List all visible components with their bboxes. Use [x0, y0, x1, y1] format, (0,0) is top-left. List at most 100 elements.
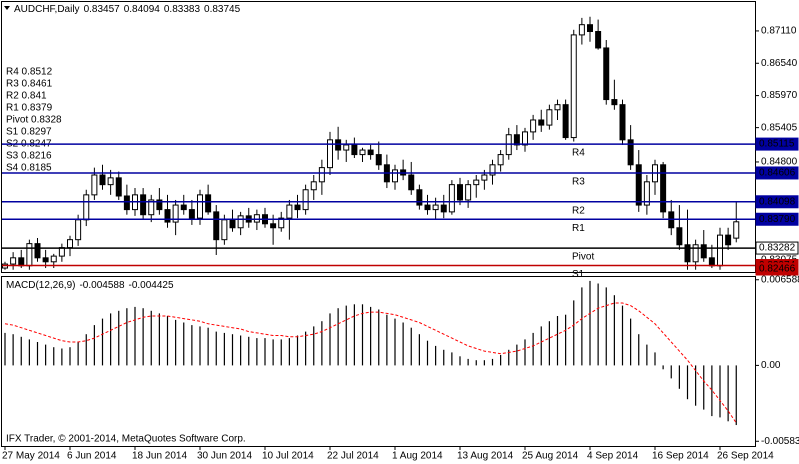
pivot-list-item: R4 0.8512: [6, 67, 53, 78]
pivot-list-item: S1 0.8297: [6, 127, 52, 138]
candle-body: [717, 234, 723, 267]
header-high: 0.84094: [124, 4, 161, 15]
candle-body: [457, 184, 463, 201]
candle-body: [432, 204, 439, 211]
macd-header: MACD(12,26,9) -0.004588 -0.004425: [6, 280, 174, 291]
pivot-list-item: S3 0.8216: [6, 151, 52, 162]
candle-body: [611, 99, 618, 106]
candle-body: [587, 24, 593, 32]
candle-body: [229, 219, 236, 229]
candle-body: [42, 257, 49, 263]
candle-body: [635, 164, 642, 206]
candle-body: [684, 244, 691, 263]
candle-body: [359, 149, 366, 156]
candle-body: [302, 189, 309, 211]
price-tag-label: 0.84098: [759, 196, 796, 207]
price-tag: [755, 137, 799, 151]
candle-body: [10, 257, 17, 265]
candle-body: [708, 257, 715, 267]
pivot-list-item: R3 0.8461: [6, 79, 53, 90]
candle-body: [676, 227, 683, 246]
candle-body: [221, 219, 228, 241]
candle-body: [408, 174, 415, 191]
candle-body: [643, 181, 650, 206]
pivot-list-item: Pivot 0.8328: [6, 115, 62, 126]
candle-body: [440, 204, 447, 213]
candle-body: [310, 181, 317, 191]
candle-body: [180, 204, 187, 211]
price-tag-label: 0.85115: [759, 139, 795, 150]
candle-body: [595, 30, 602, 49]
candle-body: [205, 194, 212, 213]
candle-body: [522, 131, 528, 146]
candle-body: [530, 119, 537, 133]
candle-body: [83, 194, 90, 221]
price-tag: [755, 166, 799, 180]
price-tag-label: 0.84606: [759, 168, 796, 179]
candle-body: [660, 164, 667, 213]
level-name: R4: [572, 148, 585, 159]
header-close: 0.83745: [204, 4, 241, 15]
y-tick-label: 0.84800: [761, 157, 798, 168]
price-tag: [755, 241, 799, 255]
candle-body: [603, 47, 610, 101]
candle-body: [351, 144, 358, 156]
candle-body: [58, 247, 65, 257]
y-tick-label: 0.00: [761, 360, 781, 371]
x-tick-label: 30 Jun 2014: [197, 451, 252, 462]
x-tick-label: 6 Jun 2014: [67, 451, 117, 462]
candle-body: [367, 149, 374, 156]
candle-body: [197, 194, 203, 219]
pivot-list-item: R1 0.8379: [6, 103, 53, 114]
candle-body: [91, 174, 98, 196]
y-tick-label: 0.85970: [761, 90, 798, 101]
y-tick-label: 0.006588: [761, 274, 799, 285]
x-tick-label: 18 Jun 2014: [132, 451, 187, 462]
candle-body: [253, 214, 260, 223]
candle-body: [34, 243, 41, 259]
candle-body: [627, 139, 634, 166]
header-symbol: AUDCHF,Daily: [14, 4, 80, 15]
header-open: 0.83457: [84, 4, 121, 15]
price-tag: [755, 195, 799, 209]
level-name: R2: [572, 205, 585, 216]
x-tick-label: 16 Sep 2014: [652, 451, 709, 462]
y-tick-label: 0.86540: [761, 58, 798, 69]
candle-body: [489, 164, 496, 176]
x-tick-label: 22 Jul 2014: [327, 451, 379, 462]
candle-body: [327, 139, 333, 169]
price-tag-label: 0.83790: [759, 214, 796, 225]
header-low: 0.83383: [164, 4, 201, 15]
candle-body: [75, 219, 82, 241]
y-tick-label: 0.85405: [761, 122, 798, 133]
candle-body: [578, 24, 585, 36]
level-name: R1: [572, 223, 585, 234]
x-tick-label: 27 May 2014: [2, 451, 60, 462]
candle-body: [294, 204, 301, 211]
candle-body: [725, 234, 732, 246]
pivot-list-item: S4 0.8185: [6, 163, 52, 174]
candle-body: [286, 204, 293, 219]
candle-body: [99, 174, 106, 186]
candle-body: [164, 209, 171, 223]
candle-body: [156, 199, 163, 211]
candle-body: [375, 154, 382, 166]
candle-body: [26, 243, 33, 267]
level-name: R3: [572, 177, 585, 188]
candle-body: [554, 104, 561, 111]
macd-title: MACD(12,26,9): [6, 280, 75, 291]
candle-body: [416, 189, 423, 206]
x-tick-label: 25 Aug 2014: [522, 451, 579, 462]
candle-body: [188, 209, 195, 219]
level-name: Pivot: [572, 252, 594, 263]
candle-body: [465, 184, 472, 201]
copyright: IFX Trader, © 2001-2014, MetaQuotes Soft…: [6, 434, 246, 445]
candle-body: [318, 167, 325, 183]
candle-body: [570, 34, 577, 139]
candle-body: [343, 144, 350, 151]
candle-body: [392, 169, 398, 183]
candle-body: [107, 177, 114, 186]
macd-value: -0.004425: [129, 280, 174, 291]
price-tag-label: 0.82466: [759, 264, 796, 275]
pivot-list-item: R2 0.841: [6, 91, 47, 102]
